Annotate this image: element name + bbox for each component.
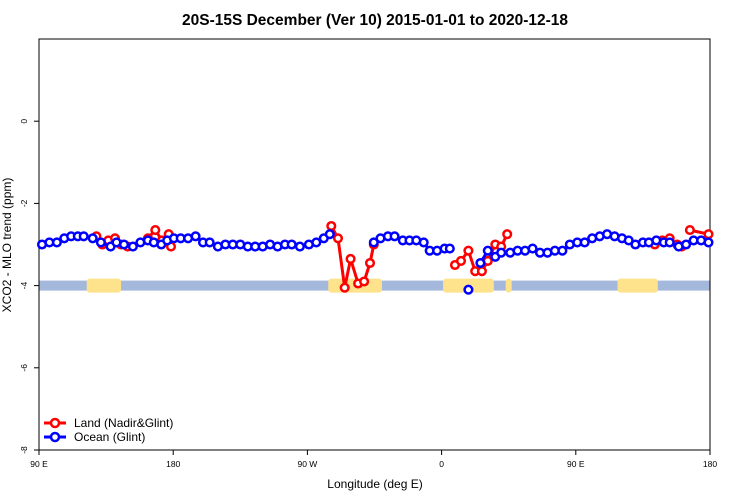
ocean-data-point [418,237,429,248]
x-axis-label: Longitude (deg E) [327,477,422,491]
ocean-data-point [87,233,98,244]
ocean-data-point [294,241,305,252]
ocean-data-point [286,239,297,250]
y-tick-label: -8 [19,446,29,454]
land-data-point [502,229,513,240]
y-axis: 0 -2 -4 -6 -8 [19,119,39,454]
ocean-data-point [463,284,474,295]
land-band [617,278,658,293]
land-data-point [326,220,337,232]
ocean-data-point [311,237,322,248]
ocean-data-point [681,239,692,250]
ocean-data-point [204,237,215,248]
land-band [86,278,122,293]
ocean-data-point [51,237,62,248]
chart-title: 20S-15S December (Ver 10) 2015-01-01 to … [182,12,568,29]
legend-land-marker [49,417,61,429]
ocean-data-point [95,237,106,248]
land-data-point [455,255,467,266]
land-data-point [332,233,344,244]
y-tick-label: -4 [19,282,29,290]
ocean-data-point [579,237,590,248]
ocean-data-point [127,241,138,252]
land-data-point [684,225,695,236]
ocean-data-point [324,229,335,240]
land-data-point [345,253,356,264]
ocean-data-point [118,239,130,250]
y-axis-label: XCO2 - MLO trend (ppm) [0,178,14,313]
ocean-data-point [496,247,507,258]
land-band [505,278,512,293]
x-tick-label: 180 [166,459,180,469]
ocean-data-point [557,245,568,256]
ocean-data-point [482,245,493,256]
y-tick-label: 0 [19,119,29,124]
x-tick-label: 0 [439,459,444,469]
x-tick-label: 90 W [297,459,317,469]
ocean-data-point [389,231,400,242]
x-tick-label: 90 E [567,459,585,469]
land-data-point [476,266,487,277]
land-data-point [150,225,161,236]
y-tick-label: -2 [19,199,29,207]
land-data-point [339,282,350,293]
ocean-data-point [475,257,486,269]
x-tick-label: 90 E [30,459,48,469]
ocean-data-point [78,231,89,242]
ocean-data-point [444,243,455,254]
ocean-data-point [703,237,714,248]
ocean-data-point [527,243,538,254]
land-data-point [359,276,370,287]
x-tick-label: 180 [703,459,717,469]
land-data-point [703,229,714,240]
ocean-data-point [190,231,201,242]
legend-land-label: Land (Nadir&Glint) [74,416,173,430]
x-axis: 90 E 180 90 W 0 90 E 180 [30,450,717,469]
ocean-data-point [664,237,675,248]
land-data-point [364,257,376,269]
legend-ocean-label: Ocean (Glint) [74,430,145,444]
surface-band [39,278,710,293]
data-series [36,220,714,295]
land-data-point [463,245,474,256]
y-tick-label: -6 [19,364,29,372]
legend-ocean-marker [49,431,61,443]
legend: Land (Nadir&Glint) Ocean (Glint) [44,416,173,444]
ocean-series [36,229,714,295]
